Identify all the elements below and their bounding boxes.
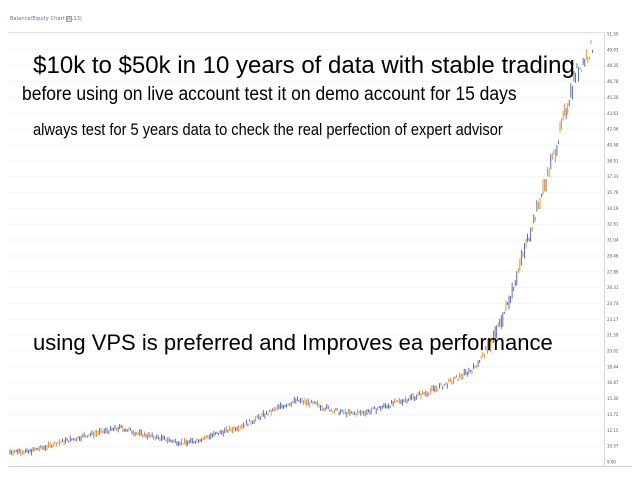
time-scale xyxy=(8,466,632,469)
price-tick-label: 48.35 xyxy=(607,63,619,68)
price-tick-label: 29.46 xyxy=(607,253,619,258)
price-tick-label: 15.30 xyxy=(607,396,619,401)
overlay-backtest-advice: always test for 5 years data to check th… xyxy=(33,120,503,139)
price-tick-label: 21.59 xyxy=(607,333,619,338)
price-tick-label: 18.44 xyxy=(607,364,619,369)
price-tick-label: 9.00 xyxy=(607,460,616,465)
price-tick-label: 16.87 xyxy=(607,380,619,385)
price-tick-label: 32.61 xyxy=(607,222,619,227)
price-tick-label: 45.20 xyxy=(607,95,619,100)
price-tick-label: 49.93 xyxy=(607,47,619,52)
price-tick-label: 46.78 xyxy=(607,79,619,84)
close-icon[interactable]: × xyxy=(66,16,72,22)
price-tick-label: 24.74 xyxy=(607,301,619,306)
price-tick-label: 27.89 xyxy=(607,269,619,274)
price-tick-label: 37.33 xyxy=(607,174,619,179)
price-scale xyxy=(604,32,633,466)
price-tick-label: 31.04 xyxy=(607,238,619,243)
price-tick-label: 20.02 xyxy=(607,349,619,354)
price-tick-label: 38.91 xyxy=(607,158,619,163)
overlay-demo-advice: before using on live account test it on … xyxy=(22,84,517,105)
price-tick-label: 13.72 xyxy=(607,412,619,417)
overlay-headline: $10k to $50k in 10 years of data with st… xyxy=(33,52,575,79)
price-tick-label: 34.19 xyxy=(607,206,619,211)
price-tick-label: 42.06 xyxy=(607,127,619,132)
price-tick-label: 51.50 xyxy=(607,32,619,37)
price-tick-label: 10.57 xyxy=(607,444,619,449)
window-title: Balance/Equity Chart (6.13) xyxy=(10,16,83,22)
chart-title-bar: Balance/Equity Chart (6.13) × xyxy=(8,8,632,32)
price-tick-label: 26.31 xyxy=(607,285,619,290)
chart-area xyxy=(8,32,604,467)
price-tick-label: 43.63 xyxy=(607,111,619,116)
price-tick-label: 23.17 xyxy=(607,317,619,322)
price-tick-label: 12.15 xyxy=(607,428,619,433)
overlay-vps-advice: using VPS is preferred and Improves ea p… xyxy=(33,330,553,355)
price-tick-label: 35.76 xyxy=(607,190,619,195)
price-tick-label: 40.48 xyxy=(607,142,619,147)
